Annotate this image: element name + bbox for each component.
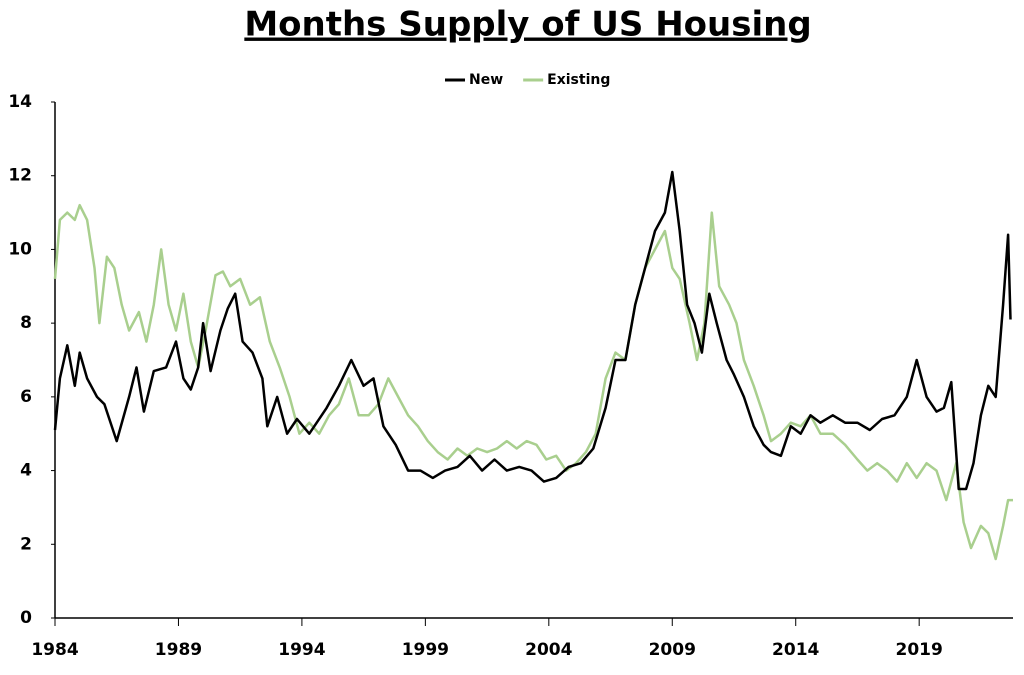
y-tick-label: 2 <box>20 534 32 554</box>
x-tick-label: 1994 <box>278 640 325 660</box>
x-tick-label: 2014 <box>772 640 819 660</box>
chart-title: Months Supply of US Housing <box>244 5 811 45</box>
y-tick-label: 4 <box>20 461 32 481</box>
x-tick-label: 2009 <box>649 640 696 660</box>
y-tick-label: 14 <box>8 92 32 112</box>
y-tick-label: 0 <box>20 608 32 628</box>
legend-label: New <box>469 72 503 88</box>
series-line <box>53 170 1012 491</box>
x-tick-label: 1999 <box>402 640 449 660</box>
y-tick-label: 8 <box>20 313 32 333</box>
x-tick-label: 1984 <box>31 640 78 660</box>
y-tick-label: 6 <box>20 387 32 407</box>
x-tick-label: 2019 <box>896 640 943 660</box>
x-tick-label: 2004 <box>525 640 572 660</box>
legend-label: Existing <box>547 72 610 88</box>
x-tick-label: 1989 <box>155 640 202 660</box>
y-tick-label: 12 <box>8 166 32 186</box>
y-tick-label: 10 <box>8 239 32 259</box>
series-line <box>53 203 1013 561</box>
